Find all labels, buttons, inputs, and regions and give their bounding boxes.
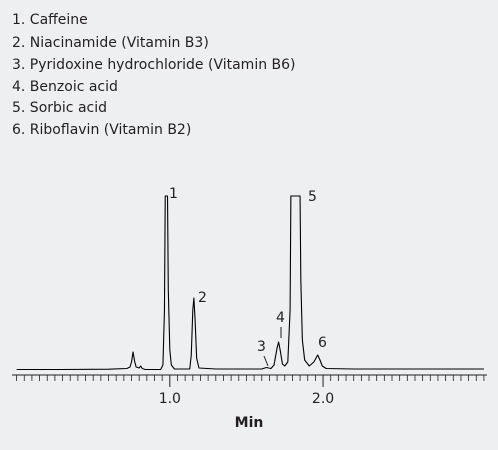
peak-label: 3 — [257, 339, 266, 355]
legend-item: 2. Niacinamide (Vitamin B3) — [12, 35, 209, 51]
peak-label: 2 — [198, 290, 207, 306]
x-tick-label: 2.0 — [312, 391, 334, 407]
legend-item: 4. Benzoic acid — [12, 79, 118, 95]
leader-line — [263, 355, 269, 367]
x-tick-label: 1.0 — [159, 391, 181, 407]
legend-item: 1. Caffeine — [12, 12, 88, 28]
peak-label: 6 — [318, 335, 327, 351]
peak-label: 5 — [308, 189, 317, 205]
peak-label: 4 — [276, 310, 285, 326]
legend-item: 6. Riboflavin (Vitamin B2) — [12, 122, 191, 138]
legend-item: 3. Pyridoxine hydrochloride (Vitamin B6) — [12, 57, 296, 73]
legend-item: 5. Sorbic acid — [12, 100, 107, 116]
x-axis-title: Min — [235, 415, 264, 431]
chromatogram-trace — [16, 195, 484, 371]
peak-label: 1 — [169, 186, 178, 202]
